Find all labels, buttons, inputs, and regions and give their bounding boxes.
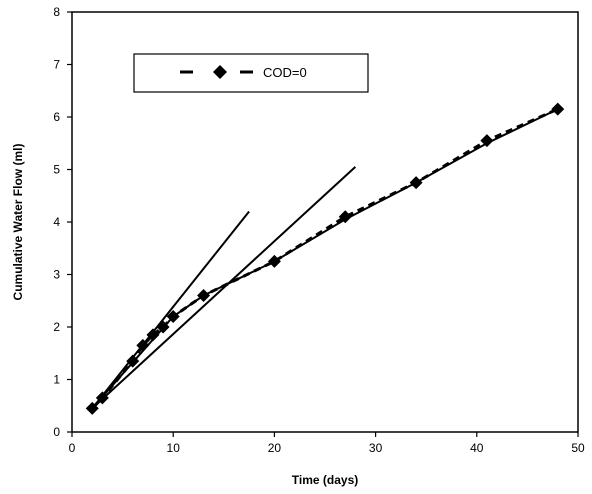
x-tick-label: 10 xyxy=(167,441,181,455)
data-point xyxy=(409,176,423,190)
series-layer xyxy=(85,102,565,415)
legend-label: COD=0 xyxy=(263,65,307,80)
data-point xyxy=(126,354,140,368)
x-axis: 0 10 20 30 40 50 xyxy=(69,432,585,455)
fit-line-2 xyxy=(91,166,357,410)
data-point xyxy=(166,310,180,323)
x-tick-label: 40 xyxy=(470,441,484,455)
data-point xyxy=(136,338,150,352)
data-point xyxy=(95,391,109,405)
data-point xyxy=(551,102,565,116)
y-tick-label: 3 xyxy=(53,268,60,282)
y-tick-label: 0 xyxy=(53,425,60,439)
data-point xyxy=(85,401,99,415)
y-tick-label: 1 xyxy=(53,373,60,387)
legend-diamond-marker xyxy=(213,65,227,79)
y-tick-label: 6 xyxy=(53,110,60,124)
y-tick-label: 8 xyxy=(53,5,60,19)
x-tick-label: 30 xyxy=(369,441,383,455)
data-point xyxy=(267,254,281,268)
data-point xyxy=(480,134,494,148)
x-tick-label: 50 xyxy=(571,441,585,455)
x-axis-title: Time (days) xyxy=(292,473,358,487)
series-line xyxy=(91,107,559,410)
data-point xyxy=(146,328,160,342)
data-point xyxy=(156,320,170,334)
legend: COD=0 xyxy=(133,53,369,93)
data-point xyxy=(197,289,211,302)
y-tick-label: 5 xyxy=(53,163,60,177)
x-tick-label: 0 xyxy=(69,441,76,455)
y-axis: 0 1 2 3 4 5 6 7 8 xyxy=(53,5,72,439)
x-tick-label: 20 xyxy=(268,441,282,455)
fit-line-3 xyxy=(91,108,559,410)
fit-line-1 xyxy=(91,210,250,409)
fit-lines xyxy=(91,108,559,410)
y-tick-label: 7 xyxy=(53,58,60,72)
y-tick-label: 2 xyxy=(53,320,60,334)
y-axis-title: Cumulative Water Flow (ml) xyxy=(11,144,25,301)
data-point xyxy=(338,210,352,224)
y-tick-label: 4 xyxy=(53,215,60,229)
